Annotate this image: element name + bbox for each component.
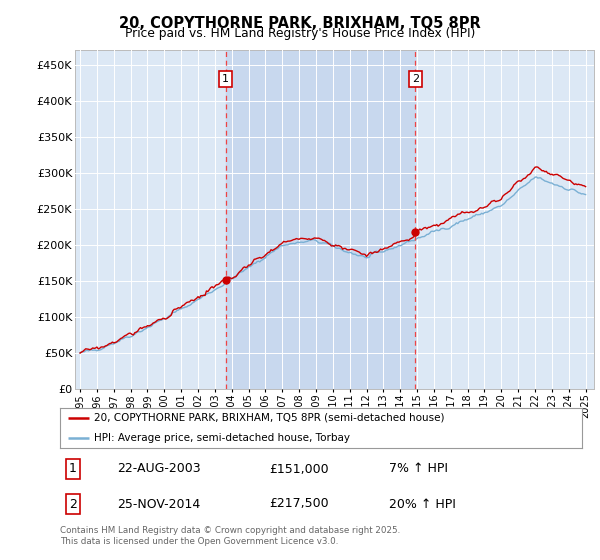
- Text: £217,500: £217,500: [269, 497, 328, 511]
- Text: Price paid vs. HM Land Registry's House Price Index (HPI): Price paid vs. HM Land Registry's House …: [125, 27, 475, 40]
- Text: 20, COPYTHORNE PARK, BRIXHAM, TQ5 8PR: 20, COPYTHORNE PARK, BRIXHAM, TQ5 8PR: [119, 16, 481, 31]
- Text: 25-NOV-2014: 25-NOV-2014: [118, 497, 200, 511]
- Text: £151,000: £151,000: [269, 463, 328, 475]
- Text: 20, COPYTHORNE PARK, BRIXHAM, TQ5 8PR (semi-detached house): 20, COPYTHORNE PARK, BRIXHAM, TQ5 8PR (s…: [94, 413, 445, 423]
- Text: 7% ↑ HPI: 7% ↑ HPI: [389, 463, 448, 475]
- Text: 1: 1: [222, 74, 229, 84]
- Text: 2: 2: [412, 74, 419, 84]
- Text: 22-AUG-2003: 22-AUG-2003: [118, 463, 201, 475]
- Text: Contains HM Land Registry data © Crown copyright and database right 2025.
This d: Contains HM Land Registry data © Crown c…: [60, 526, 400, 546]
- Text: HPI: Average price, semi-detached house, Torbay: HPI: Average price, semi-detached house,…: [94, 433, 350, 443]
- Bar: [226, 50, 415, 389]
- Text: 2: 2: [69, 497, 77, 511]
- Text: 1: 1: [69, 463, 77, 475]
- Text: 20% ↑ HPI: 20% ↑ HPI: [389, 497, 456, 511]
